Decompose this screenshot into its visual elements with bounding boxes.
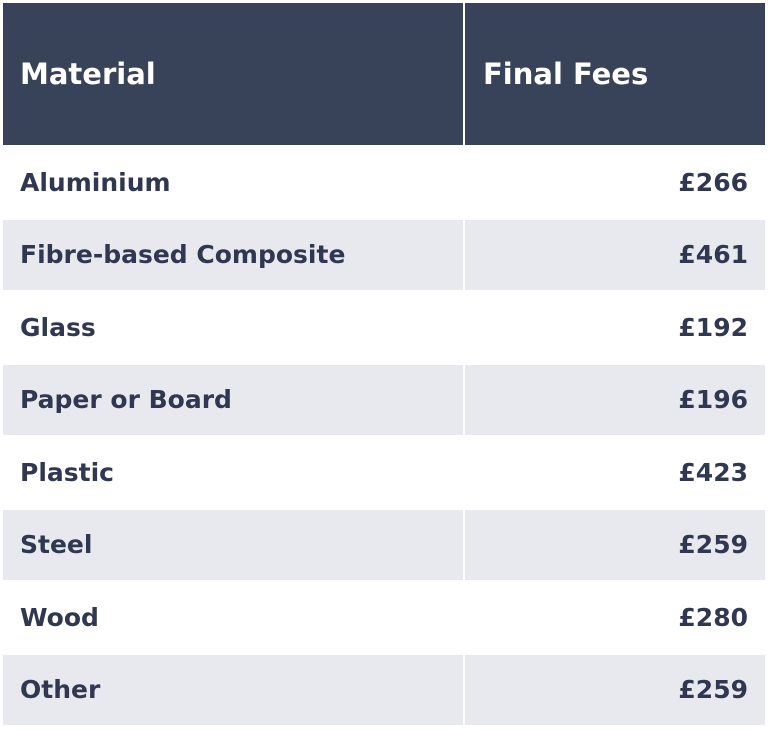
material-cell: Wood [3,582,463,653]
header-cell: Final Fees [465,3,765,145]
fee-cell: £423 [465,437,765,508]
fee-cell: £196 [465,364,765,435]
header-cell: Material [3,3,463,145]
fees-table: Material Final Fees Aluminium £266 Fibre-b… [3,3,765,725]
fee-cell: £280 [465,582,765,653]
fee-cell: £259 [465,654,765,725]
material-cell: Steel [3,509,463,580]
material-cell: Other [3,654,463,725]
fee-cell: £192 [465,292,765,363]
fee-cell: £259 [465,509,765,580]
material-cell: Glass [3,292,463,363]
fee-cell: £266 [465,147,765,218]
material-cell: Aluminium [3,147,463,218]
material-cell: Plastic [3,437,463,508]
material-cell: Fibre-based Composite [3,219,463,290]
fee-cell: £461 [465,219,765,290]
material-cell: Paper or Board [3,364,463,435]
